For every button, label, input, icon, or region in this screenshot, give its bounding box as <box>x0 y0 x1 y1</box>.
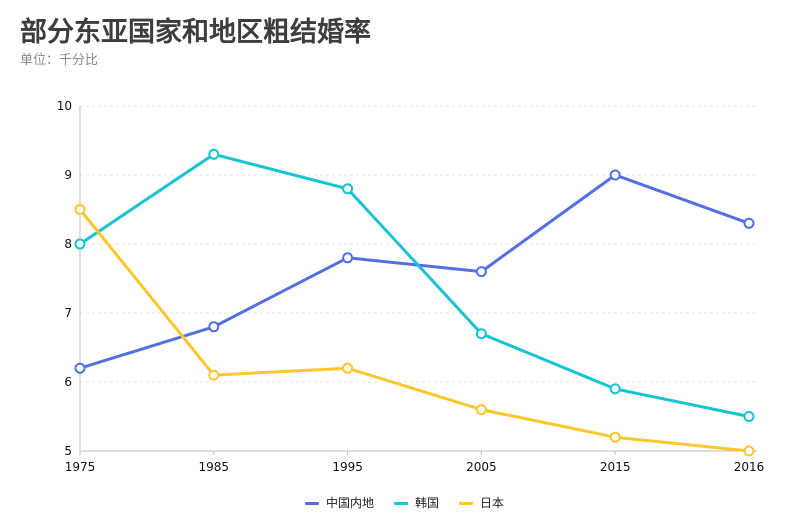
data-point[interactable] <box>74 362 86 374</box>
legend-label: 韩国 <box>414 496 439 510</box>
data-point[interactable] <box>609 169 621 181</box>
y-axis-ticks: 5 6 7 8 9 10 <box>57 99 72 458</box>
x-tick-label: 1985 <box>199 460 230 474</box>
x-axis-ticks: 1975 1985 1995 2005 2015 2016 <box>65 451 765 474</box>
legend-item[interactable]: 韩国 <box>393 494 439 512</box>
data-point[interactable] <box>475 266 487 278</box>
data-point[interactable] <box>208 148 220 160</box>
y-tick-label: 5 <box>64 444 72 458</box>
x-tick-label: 1975 <box>65 460 96 474</box>
legend-label: 中国内地 <box>325 496 374 510</box>
y-tick-label: 6 <box>64 375 72 389</box>
legend: 中国内地 韩国 日本 <box>0 494 809 512</box>
data-point[interactable] <box>342 183 354 195</box>
data-point[interactable] <box>342 252 354 264</box>
series-line-0 <box>78 173 751 370</box>
data-point[interactable] <box>475 328 487 340</box>
data-point[interactable] <box>74 204 86 215</box>
data-point[interactable] <box>475 404 487 416</box>
data-point[interactable] <box>743 217 755 229</box>
legend-swatch <box>393 501 408 505</box>
x-tick-label: 2015 <box>600 460 631 474</box>
y-tick-label: 10 <box>57 99 72 113</box>
x-tick-label: 2016 <box>734 460 765 474</box>
chart-title: 部分东亚国家和地区粗结婚率 <box>20 17 371 48</box>
legend-label: 日本 <box>480 496 505 510</box>
series-line-2 <box>78 208 751 453</box>
chart-subtitle: 单位：千分比 <box>20 53 99 68</box>
y-tick-label: 8 <box>64 237 72 251</box>
data-point[interactable] <box>743 445 755 457</box>
data-point[interactable] <box>743 411 755 422</box>
axes <box>79 106 757 452</box>
data-point[interactable] <box>208 369 220 381</box>
legend-swatch <box>304 501 319 505</box>
series-line-1 <box>78 152 751 418</box>
y-tick-label: 7 <box>64 306 72 320</box>
data-point[interactable] <box>342 362 354 374</box>
grid-lines <box>80 105 757 383</box>
y-tick-label: 9 <box>64 168 72 182</box>
data-point[interactable] <box>609 383 621 395</box>
legend-item[interactable]: 中国内地 <box>304 494 374 512</box>
data-point[interactable] <box>208 321 220 333</box>
legend-swatch <box>459 501 473 505</box>
data-point[interactable] <box>74 238 86 250</box>
legend-item[interactable]: 日本 <box>459 494 504 512</box>
x-tick-label: 2005 <box>466 460 497 474</box>
series-layer <box>74 148 755 457</box>
line-chart: 5 6 7 8 9 10 1975 1985 1995 2005 2015 2016 <box>57 99 765 474</box>
x-tick-label: 1995 <box>332 460 363 474</box>
data-point[interactable] <box>609 431 621 443</box>
